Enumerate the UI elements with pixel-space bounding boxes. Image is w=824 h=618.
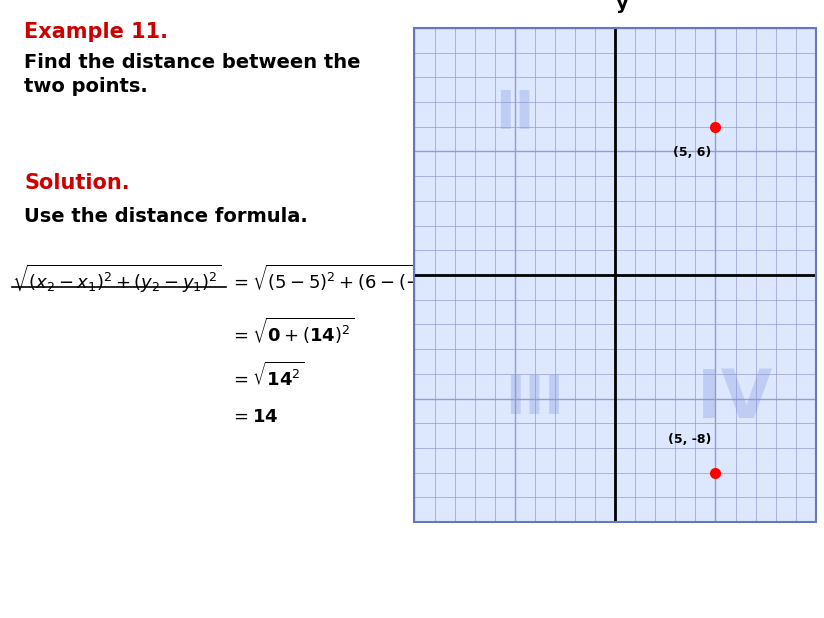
Text: II: II — [495, 88, 535, 140]
Text: Solution.: Solution. — [24, 173, 129, 193]
Text: y: y — [616, 0, 629, 13]
Text: Find the distance between the
two points.: Find the distance between the two points… — [24, 53, 361, 96]
Text: Use the distance formula.: Use the distance formula. — [24, 207, 308, 226]
Text: $= \sqrt{\mathbf{0} + (\mathbf{14})^2}$: $= \sqrt{\mathbf{0} + (\mathbf{14})^2}$ — [230, 315, 354, 345]
Text: (5, -8): (5, -8) — [668, 433, 711, 446]
Text: IV: IV — [697, 366, 774, 431]
Text: III: III — [505, 373, 564, 425]
Text: $\sqrt{(x_2 - x_1)^2 + (y_2 - y_1)^2}$: $\sqrt{(x_2 - x_1)^2 + (y_2 - y_1)^2}$ — [12, 263, 222, 295]
Text: $= \mathbf{14}$: $= \mathbf{14}$ — [230, 408, 278, 426]
Text: (5, 6): (5, 6) — [673, 146, 711, 159]
Text: $= \sqrt{\mathbf{14}^2}$: $= \sqrt{\mathbf{14}^2}$ — [230, 362, 304, 390]
Text: Example 11.: Example 11. — [24, 22, 168, 41]
Text: $= \sqrt{(5-5)^2 + (6-(-8))^2}$: $= \sqrt{(5-5)^2 + (6-(-8))^2}$ — [230, 263, 458, 293]
